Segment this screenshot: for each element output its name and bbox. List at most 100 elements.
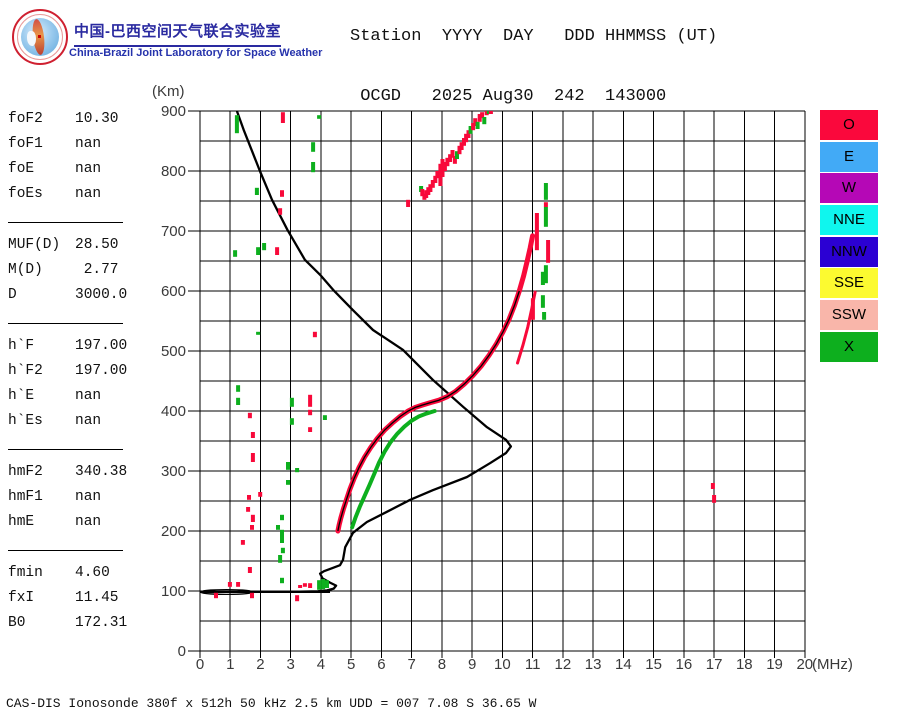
echo-segment [250,592,254,599]
param-label: foF2 [8,110,43,127]
echo-segment [308,583,313,588]
param-row-b0: B0 172.31 [8,610,136,635]
param-value: nan [75,488,102,505]
second-hop-echo-segment [471,123,476,131]
station-header-columns: Station YYYY DAY DDD HHMMSS (UT) [350,27,718,46]
param-value: 172.31 [75,614,128,631]
param-value: 3000.0 [75,286,128,303]
echo-segment [289,418,294,425]
param-row-he: h`E nan [8,383,136,408]
logo-inner-ring [17,14,63,60]
echo-segment [543,207,548,227]
y-tick-label: 200 [161,523,186,540]
echo-segment [543,202,548,207]
x-tick-label: 11 [525,656,541,673]
second-hop-echo-segment [488,111,493,114]
param-row-hmf1: hmF1 nan [8,484,136,509]
param-value: 10.30 [75,110,119,127]
param-row-mufd: MUF(D) 28.50 [8,232,136,257]
param-row-fmin: fmin 4.60 [8,560,136,585]
echo-segment [712,495,717,503]
second-hop-echo-segment [450,150,455,158]
second-hop-echo-segment [457,145,462,155]
second-hop-echo-segment [440,159,445,177]
echo-segment [236,582,241,587]
param-label: D [8,286,17,303]
x-tick-label: 8 [438,656,446,673]
second-hop-echo-segment [480,112,485,119]
echo-segment [543,265,548,284]
second-hop-echo-segment [484,111,489,116]
legend-item-ssw: SSW [820,300,878,331]
echo-segment [258,492,263,497]
parameter-group-separator [8,222,123,223]
y-tick-label: 800 [161,163,186,180]
param-value: 2.77 [75,261,119,278]
echo-segment [321,579,326,590]
second-hop-echo-segment [424,190,429,198]
second-hop-echo-segment [464,133,469,143]
echo-segment [317,115,322,119]
x-tick-label: 4 [317,656,325,673]
second-hop-echo-segment [438,163,443,186]
second-hop-echo-segment [452,156,457,164]
echo-segment [311,162,316,173]
x-tick-label: 0 [196,656,204,673]
echo-segment [250,453,255,462]
second-hop-echo-segment [426,187,431,195]
param-value: nan [75,387,102,404]
x-tick-label: 12 [555,656,572,673]
second-hop-echo-segment [430,180,435,188]
x-tick-label: 16 [675,656,692,673]
plot-content [200,110,717,602]
y-tick-label: 400 [161,403,186,420]
echo-segment [236,397,241,405]
echo-segment [710,483,715,489]
y-tick-label: 0 [178,643,186,660]
echo-segment [540,295,545,308]
plot-grid [188,110,806,658]
echo-segment [308,427,313,432]
echo-segment [278,555,283,563]
echo-segment [247,412,252,419]
y-tick-label: 600 [161,283,186,300]
second-hop-echo-segment [462,138,466,146]
param-value: nan [75,513,102,530]
second-hop-echo-segment [433,175,438,183]
x-tick-label: 5 [347,656,355,673]
electron-density-profile-curve [201,110,513,594]
profile-baseline-lens [200,589,254,596]
echo-segment [325,580,329,588]
echo-segment [295,468,300,473]
param-label: MUF(D) [8,236,61,253]
x-mode-trace [350,409,437,530]
legend-item-nne: NNE [820,205,878,236]
sounder-info-caption: CAS-DIS Ionosonde 380f x 512h 50 kHz 2.5… [6,696,537,711]
second-hop-echo-segment [477,114,482,122]
lab-title-english: China-Brazil Joint Laboratory for Space … [69,47,323,59]
x-tick-label: 6 [377,656,385,673]
echo-segment [312,331,317,338]
logo-station-dot [38,35,41,38]
echo-segment [278,208,283,215]
lab-title-chinese: 中国-巴西空间天气联合实验室 [74,20,281,47]
param-label: foEs [8,185,43,202]
param-value: 11.45 [75,589,119,606]
echo-type-legend: O E W NNE NNW SSE SSW X [820,110,878,364]
second-hop-echo-segment [448,154,453,162]
legend-item-nnw: NNW [820,236,878,267]
second-hop-echo-segment [466,130,471,138]
x-tick-label: 10 [494,656,511,673]
y-tick-label: 100 [161,583,186,600]
echo-segment [311,142,316,152]
param-value: nan [75,135,102,152]
echo-segment [247,495,251,500]
second-hop-echo-segment [486,111,491,114]
y-tick-label: 900 [161,103,186,120]
echo-segment [236,385,241,392]
second-hop-echo-segment [468,126,473,134]
x-tick-label: 7 [408,656,416,673]
echo-segment [256,331,261,335]
echo-segment [542,312,547,320]
